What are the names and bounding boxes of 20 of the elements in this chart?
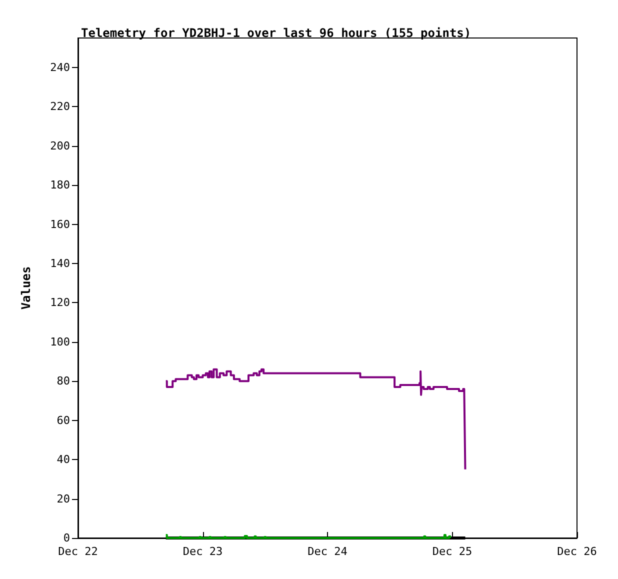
y-tick-label: 240 [50,60,70,74]
chart-title: Telemetry for YD2BHJ-1 over last 96 hours (155 points) [81,26,472,40]
y-tick-label: 200 [50,139,70,152]
y-tick-label: 220 [50,100,70,114]
y-axis-title: Values [19,266,33,310]
y-tick-label: 140 [50,256,70,270]
y-tick-label: 80 [56,374,70,388]
y-tick-label: 40 [56,453,70,466]
y-tick-label: 60 [56,414,70,427]
x-tick-label: Dec 23 [182,545,223,558]
y-tick-label: 100 [50,335,70,348]
x-tick-label: Dec 22 [58,545,98,558]
x-tick-label: Dec 25 [432,545,472,558]
x-tick-label: Dec 26 [557,545,597,558]
y-tick-label: 180 [50,178,70,192]
y-tick-label: 20 [56,492,70,506]
y-tick-label: 0 [63,532,70,544]
x-tick-label: Dec 24 [308,545,348,558]
y-tick-label: 120 [50,296,70,310]
y-tick-label: 160 [50,218,70,231]
